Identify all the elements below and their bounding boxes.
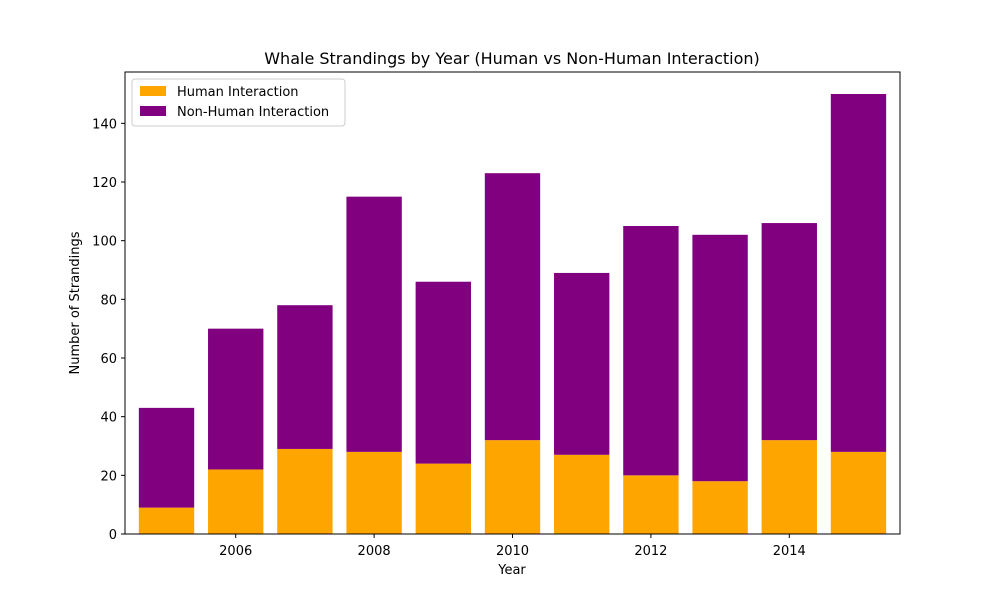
legend-label-human-interaction: Human Interaction	[177, 85, 299, 100]
legend-frame	[131, 78, 346, 127]
y-tick-label: 60	[100, 352, 117, 367]
bar-human-interaction-2012	[623, 475, 679, 534]
bar-non-human-interaction-2013	[692, 234, 748, 482]
x-tick-label: 2012	[634, 544, 667, 559]
bar-human-interaction-2014	[761, 440, 817, 534]
x-tick-label: 2014	[773, 544, 806, 559]
x-tick-label: 2008	[358, 544, 391, 559]
bar-human-interaction-2009	[415, 463, 471, 534]
bar-non-human-interaction-2012	[623, 226, 679, 476]
bar-non-human-interaction-2005	[138, 407, 195, 508]
legend-swatch-non-human-interaction	[140, 106, 166, 116]
legend: Human Interaction Non-Human Interaction	[131, 78, 346, 127]
bar-non-human-interaction-2010	[484, 173, 541, 441]
y-tick-label: 140	[92, 117, 117, 132]
bar-human-interaction-2013	[692, 481, 748, 534]
bar-human-interaction-2010	[484, 440, 541, 534]
y-tick-label: 20	[100, 469, 117, 484]
bar-non-human-interaction-2011	[554, 272, 610, 455]
bar-non-human-interaction-2009	[415, 281, 471, 464]
bar-human-interaction-2011	[554, 454, 610, 534]
y-tick-label: 40	[100, 411, 117, 426]
bar-non-human-interaction-2015	[830, 94, 887, 452]
y-tick-label: 0	[109, 528, 117, 543]
bar-human-interaction-2006	[208, 469, 264, 534]
y-tick-label: 100	[92, 235, 117, 250]
bar-human-interaction-2008	[346, 451, 402, 534]
axis-ticks: 2006 2008 2010 2012 2014 0 20 40 60 80 100 120 140	[92, 117, 806, 559]
bars-layer	[138, 94, 887, 534]
legend-swatch-human-interaction	[140, 86, 166, 96]
bar-non-human-interaction-2014	[761, 223, 817, 441]
y-axis-label: Number of Strandings	[68, 231, 83, 374]
x-axis-label: Year	[497, 563, 526, 578]
bar-non-human-interaction-2007	[277, 305, 333, 449]
legend-label-non-human-interaction: Non-Human Interaction	[177, 105, 329, 120]
bar-non-human-interaction-2006	[208, 328, 264, 470]
y-tick-label: 120	[92, 176, 117, 191]
chart-title: Whale Strandings by Year (Human vs Non-H…	[264, 49, 760, 68]
x-tick-label: 2010	[496, 544, 529, 559]
bar-human-interaction-2005	[138, 507, 195, 534]
x-tick-label: 2006	[219, 544, 252, 559]
bar-human-interaction-2015	[830, 451, 887, 534]
bar-human-interaction-2007	[277, 448, 333, 534]
y-tick-label: 80	[100, 293, 117, 308]
bar-non-human-interaction-2008	[346, 196, 402, 452]
